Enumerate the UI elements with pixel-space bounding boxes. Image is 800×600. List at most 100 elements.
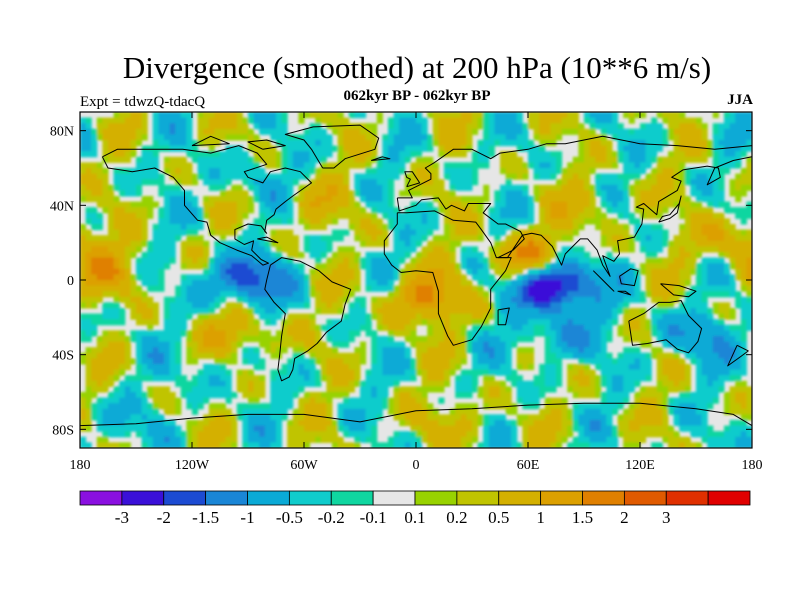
field-cell [460,302,467,309]
field-cell [729,117,736,124]
field-cell [410,341,417,348]
field-cell [617,179,624,186]
field-cell [712,274,719,281]
field-cell [505,173,512,180]
field-cell [550,375,557,382]
field-cell [578,352,585,359]
field-cell [96,224,103,231]
field-cell [550,324,557,331]
field-cell [130,145,137,152]
field-cell [365,369,372,376]
field-cell [388,274,395,281]
field-cell [348,257,355,264]
field-cell [281,285,288,292]
field-cell [556,156,563,163]
field-cell [343,246,350,253]
field-cell [91,196,98,203]
field-cell [326,173,333,180]
field-cell [365,319,372,326]
field-cell [701,151,708,158]
field-cell [567,369,574,376]
field-cell [102,190,109,197]
field-cell [522,336,529,343]
field-cell [684,235,691,242]
field-cell [248,246,255,253]
field-cell [264,330,271,337]
field-cell [696,212,703,219]
field-cell [337,162,344,169]
field-cell [404,179,411,186]
field-cell [298,112,305,119]
field-cell [80,268,87,275]
field-cell [460,296,467,303]
field-cell [220,156,227,163]
field-cell [231,252,238,259]
field-cell [561,263,568,270]
field-cell [662,128,669,135]
field-cell [735,257,742,264]
field-cell [225,190,232,197]
field-cell [634,224,641,231]
field-cell [640,179,647,186]
field-cell [337,274,344,281]
field-cell [203,330,210,337]
field-cell [466,112,473,119]
field-cell [483,380,490,387]
field-cell [578,156,585,163]
field-cell [281,145,288,152]
field-cell [332,128,339,135]
field-cell [628,218,635,225]
field-cell [612,313,619,320]
field-cell [287,196,294,203]
field-cell [712,162,719,169]
field-cell [197,274,204,281]
field-cell [668,190,675,197]
field-cell [248,285,255,292]
field-cell [449,112,456,119]
field-cell [175,218,182,225]
field-cell [668,341,675,348]
field-cell [236,145,243,152]
field-cell [175,308,182,315]
field-cell [589,140,596,147]
field-cell [315,212,322,219]
field-cell [108,252,115,259]
field-cell [600,201,607,208]
field-cell [494,229,501,236]
field-cell [236,296,243,303]
field-cell [124,156,131,163]
field-cell [572,280,579,287]
field-cell [634,145,641,152]
field-cell [203,296,210,303]
field-cell [539,268,546,275]
field-cell [589,291,596,298]
field-cell [724,358,731,365]
field-cell [544,336,551,343]
field-cell [152,336,159,343]
field-cell [337,168,344,175]
field-cell [393,168,400,175]
field-cell [276,123,283,130]
field-cell [96,201,103,208]
field-cell [119,380,126,387]
field-cell [136,224,143,231]
field-cell [656,134,663,141]
field-cell [701,128,708,135]
field-cell [595,330,602,337]
field-cell [124,140,131,147]
field-cell [455,140,462,147]
field-cell [214,364,221,371]
field-cell [332,229,339,236]
field-cell [169,319,176,326]
field-cell [388,291,395,298]
field-cell [343,201,350,208]
field-cell [152,280,159,287]
field-cell [208,184,215,191]
field-cell [304,285,311,292]
field-cell [136,240,143,247]
field-cell [236,285,243,292]
field-cell [438,190,445,197]
field-cell [477,196,484,203]
field-cell [679,145,686,152]
field-cell [578,285,585,292]
